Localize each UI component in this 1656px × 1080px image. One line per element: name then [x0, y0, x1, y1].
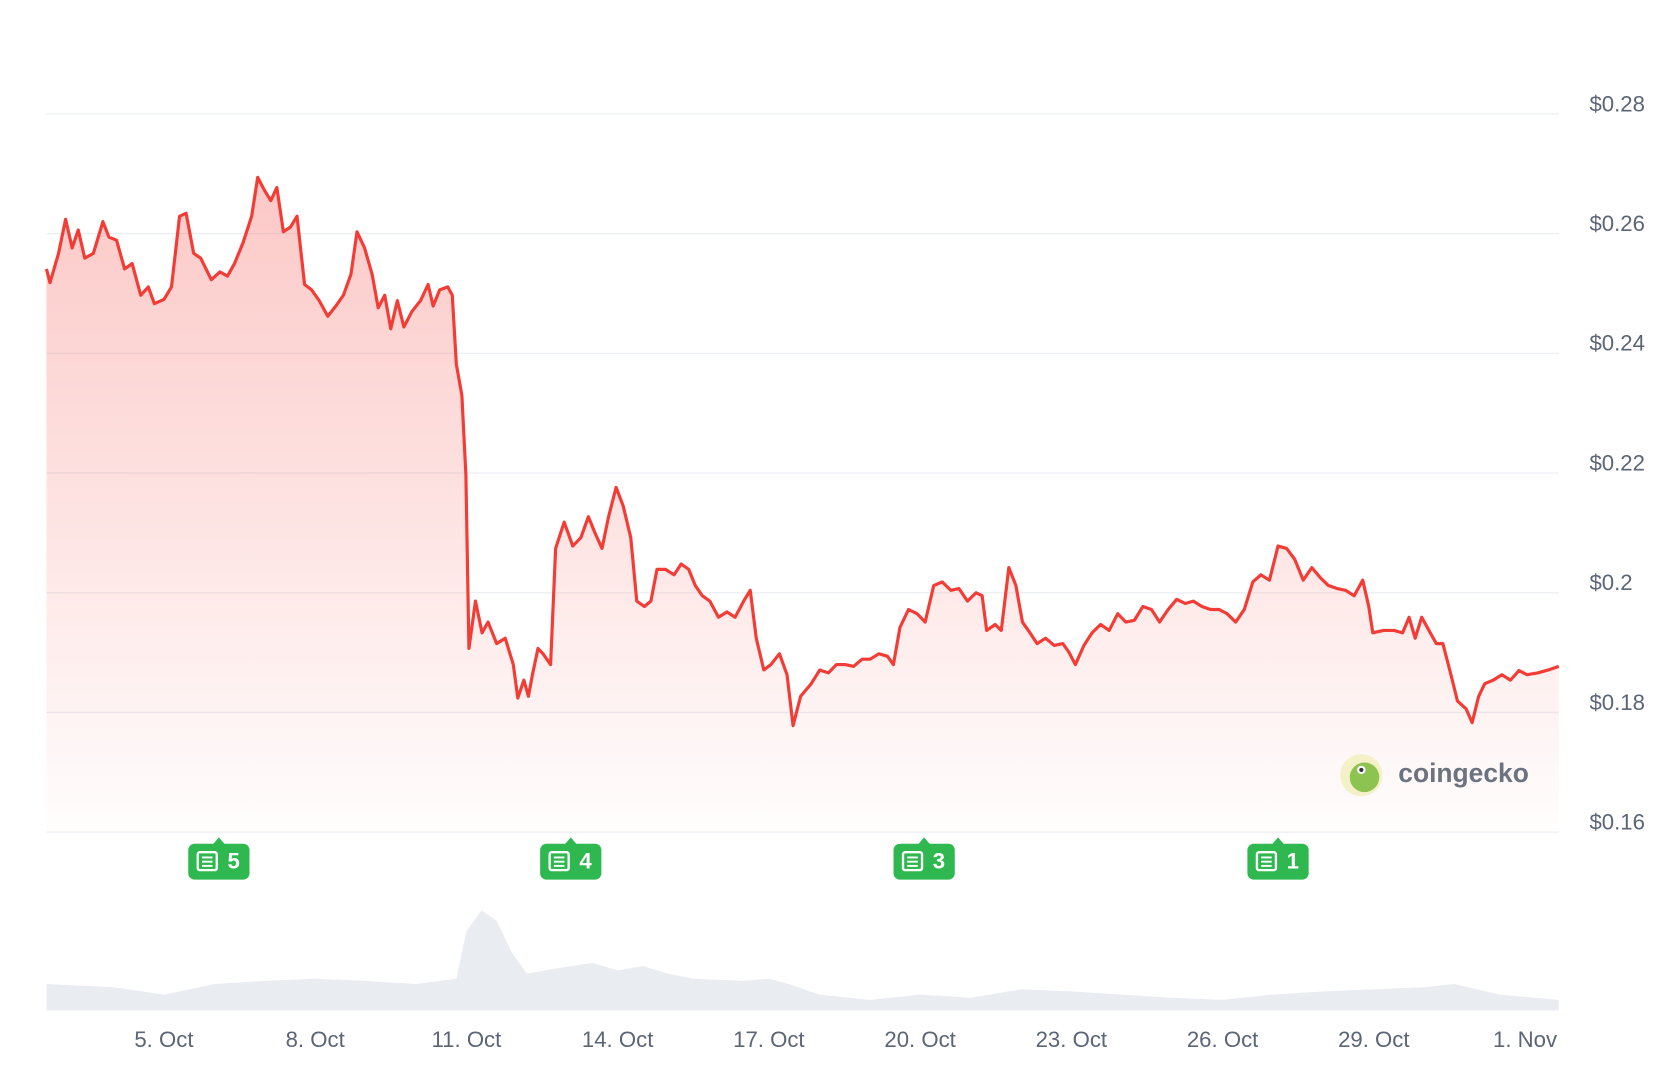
badge-notch — [212, 837, 226, 845]
y-tick-label: $0.16 — [1589, 810, 1644, 835]
volume-area — [46, 910, 1559, 1011]
x-tick-label: 26. Oct — [1187, 1027, 1258, 1052]
badge-icon — [1255, 851, 1278, 872]
news-badge: 3 — [893, 837, 955, 880]
logo-pupil — [1359, 767, 1364, 773]
news-badge: 5 — [188, 837, 250, 880]
x-tick-label: 29. Oct — [1338, 1027, 1409, 1052]
x-tick-label: 14. Oct — [582, 1027, 653, 1052]
badge-count: 3 — [933, 849, 945, 874]
y-tick-label: $0.28 — [1589, 91, 1644, 116]
badge-notch — [917, 837, 931, 845]
badge-count: 5 — [227, 849, 239, 874]
logo-body — [1349, 762, 1380, 793]
y-tick-label: $0.2 — [1589, 570, 1632, 595]
x-tick-label: 20. Oct — [884, 1027, 955, 1052]
news: 5 4 3 1 — [188, 837, 1309, 880]
volume — [46, 910, 1559, 1011]
axes: $0.16 $0.18 $0.2 $0.22 $0.24 $0.26 $0.28 5. Oct… — [134, 91, 1645, 1051]
badge-icon — [901, 851, 924, 872]
x-tick-label: 11. Oct — [431, 1027, 501, 1052]
x-tick-label: 17. Oct — [733, 1027, 804, 1052]
plot — [44, 175, 1560, 833]
news-badge: 1 — [1247, 837, 1309, 880]
y-tick-label: $0.18 — [1589, 690, 1644, 715]
badge-count: 1 — [1287, 849, 1299, 874]
news-badge: 4 — [540, 837, 602, 880]
price-line — [44, 175, 1560, 728]
y-tick-label: $0.22 — [1589, 450, 1644, 475]
y-tick-label: $0.24 — [1589, 331, 1644, 356]
badge-notch — [1271, 837, 1285, 845]
price-area — [46, 177, 1559, 833]
x-tick-label: 1. Nov — [1493, 1027, 1557, 1052]
badge-icon — [548, 851, 570, 872]
watermark: coingecko — [1340, 754, 1529, 797]
badge-notch — [564, 837, 578, 845]
y-tick-label: $0.26 — [1589, 211, 1644, 236]
watermark-text: coingecko — [1398, 758, 1529, 788]
x-tick-label: 8. Oct — [286, 1027, 345, 1052]
x-tick-label: 5. Oct — [134, 1027, 193, 1052]
x-tick-label: 23. Oct — [1036, 1027, 1107, 1052]
badge-count: 4 — [579, 849, 592, 874]
badge-icon — [196, 851, 218, 872]
